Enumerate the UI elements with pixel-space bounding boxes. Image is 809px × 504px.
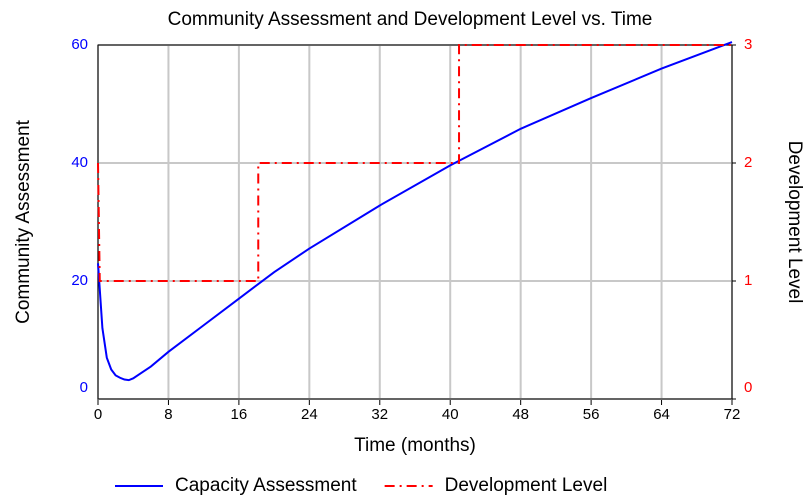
y2-axis-label: Development Level — [784, 141, 805, 304]
y-tick-label: 20 — [71, 272, 88, 289]
x-tick-label: 64 — [653, 406, 670, 423]
chart-title: Community Assessment and Development Lev… — [168, 9, 653, 30]
x-tick-label: 32 — [371, 406, 388, 423]
series-line — [97, 44, 732, 282]
x-tick-label: 72 — [724, 406, 741, 423]
x-tick-label: 16 — [231, 406, 248, 423]
y2-tick-label: 3 — [744, 36, 752, 53]
x-tick-label: 0 — [94, 406, 102, 423]
y2-tick-label: 1 — [744, 272, 752, 289]
y2-tick-label: 2 — [744, 154, 752, 171]
legend-label: Capacity Assessment — [175, 475, 357, 496]
y-tick-label: 0 — [80, 379, 88, 396]
legend-label: Development Level — [445, 475, 608, 496]
y-tick-label: 60 — [71, 36, 88, 53]
x-tick-label: 56 — [583, 406, 600, 423]
y-tick-label: 40 — [71, 154, 88, 171]
y2-tick-label: 0 — [744, 379, 752, 396]
plot-area — [98, 45, 732, 399]
y-axis-label: Community Assessment — [13, 119, 34, 324]
x-tick-label: 24 — [301, 406, 318, 423]
x-tick-label: 48 — [512, 406, 529, 423]
x-tick-label: 8 — [164, 406, 172, 423]
plot-frame — [97, 44, 733, 400]
x-axis-label: Time (months) — [354, 435, 476, 456]
x-tick-label: 40 — [442, 406, 459, 423]
series-line — [97, 41, 733, 382]
